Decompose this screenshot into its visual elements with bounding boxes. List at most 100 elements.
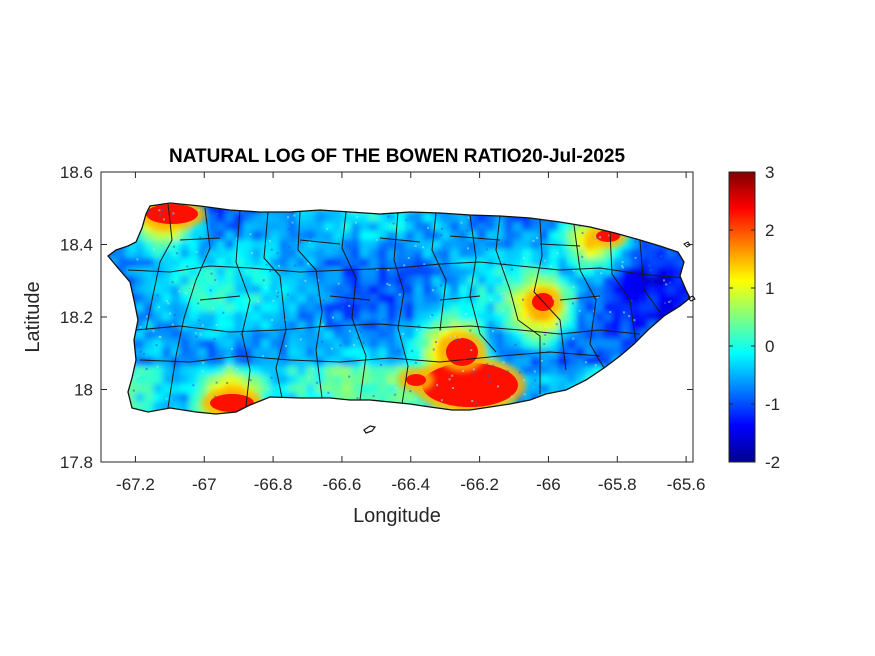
texture-speckle xyxy=(213,338,216,341)
texture-speckle xyxy=(194,332,197,335)
texture-speckle xyxy=(556,252,559,255)
texture-speckle xyxy=(572,337,575,340)
texture-speckle xyxy=(427,226,430,229)
texture-speckle xyxy=(392,222,395,225)
texture-speckle xyxy=(375,238,378,241)
texture-speckle xyxy=(195,335,198,338)
texture-speckle xyxy=(492,364,495,367)
colorbar-tick-label: 3 xyxy=(765,163,774,182)
texture-speckle xyxy=(619,337,622,340)
texture-speckle xyxy=(403,297,406,300)
texture-speckle xyxy=(276,252,279,255)
texture-speckle xyxy=(215,381,218,384)
texture-speckle xyxy=(423,263,426,266)
texture-speckle xyxy=(405,218,408,221)
texture-speckle xyxy=(596,295,599,298)
texture-speckle xyxy=(256,300,259,303)
texture-speckle xyxy=(528,369,531,372)
texture-speckle xyxy=(241,360,244,363)
texture-speckle xyxy=(288,246,291,249)
municipal-boundary-line xyxy=(135,323,641,335)
texture-speckle xyxy=(309,236,312,239)
texture-speckle xyxy=(215,323,218,326)
texture-speckle xyxy=(502,309,505,312)
texture-speckle xyxy=(199,236,202,239)
texture-speckle xyxy=(507,297,510,300)
texture-speckle xyxy=(415,328,418,331)
texture-speckle xyxy=(502,269,505,272)
texture-speckle xyxy=(191,285,194,288)
texture-speckle xyxy=(157,305,160,308)
texture-speckle xyxy=(138,383,141,386)
texture-speckle xyxy=(491,330,494,333)
texture-speckle xyxy=(139,350,142,353)
y-tick-label: 17.8 xyxy=(60,453,93,472)
texture-speckle xyxy=(249,379,252,382)
texture-speckle xyxy=(521,298,524,301)
texture-speckle xyxy=(357,337,360,340)
municipal-boundary-line xyxy=(297,211,323,399)
texture-speckle xyxy=(487,374,490,377)
texture-speckle xyxy=(330,347,333,350)
texture-speckle xyxy=(552,297,555,300)
texture-speckle xyxy=(287,227,290,230)
texture-speckle xyxy=(293,214,296,217)
texture-speckle xyxy=(596,237,599,240)
texture-speckle xyxy=(475,402,478,405)
texture-speckle xyxy=(201,324,204,327)
texture-speckle xyxy=(265,263,268,266)
texture-speckle xyxy=(572,269,575,272)
texture-speckle xyxy=(534,379,537,382)
texture-speckle xyxy=(206,219,209,222)
texture-speckle xyxy=(231,347,234,350)
texture-speckle xyxy=(662,279,665,282)
texture-speckle xyxy=(250,252,253,255)
texture-speckle xyxy=(169,312,172,315)
texture-speckle xyxy=(392,372,395,375)
texture-speckle xyxy=(275,290,278,293)
texture-speckle xyxy=(321,340,324,343)
municipal-boundary-line xyxy=(469,214,497,353)
texture-speckle xyxy=(198,319,201,322)
texture-speckle xyxy=(388,284,391,287)
texture-speckle xyxy=(488,381,491,384)
texture-speckle xyxy=(519,321,522,324)
texture-speckle xyxy=(518,371,521,374)
texture-speckle xyxy=(276,295,279,298)
y-tick-label: 18.4 xyxy=(60,236,93,255)
y-axis-label: Latitude xyxy=(22,281,44,352)
texture-speckle xyxy=(502,361,505,364)
texture-speckle xyxy=(522,256,525,259)
texture-speckle xyxy=(387,215,390,218)
texture-speckle xyxy=(485,248,488,251)
texture-speckle xyxy=(271,318,274,321)
texture-speckle xyxy=(532,239,535,242)
texture-speckle xyxy=(471,399,474,402)
texture-speckle xyxy=(380,255,383,258)
texture-speckle xyxy=(211,307,214,310)
texture-speckle xyxy=(209,289,212,292)
texture-speckle xyxy=(422,246,425,249)
x-tick-label: -65.8 xyxy=(598,475,637,494)
texture-speckle xyxy=(572,286,575,289)
texture-speckle xyxy=(179,354,182,357)
texture-speckle xyxy=(628,315,631,318)
municipal-boundary-line xyxy=(573,224,605,369)
texture-speckle xyxy=(352,344,355,347)
texture-speckle xyxy=(158,214,161,217)
texture-speckle xyxy=(222,311,225,314)
texture-speckle xyxy=(472,371,475,374)
y-tick-label: 18.6 xyxy=(60,163,93,182)
texture-speckle xyxy=(600,323,603,326)
texture-speckle xyxy=(648,264,651,267)
texture-speckle xyxy=(434,341,437,344)
texture-speckle xyxy=(434,287,437,290)
texture-speckle xyxy=(356,216,359,219)
texture-speckle xyxy=(373,294,376,297)
y-tick-label: 18 xyxy=(74,381,93,400)
texture-speckle xyxy=(630,299,633,302)
texture-speckle xyxy=(466,229,469,232)
texture-speckle xyxy=(633,319,636,322)
texture-speckle xyxy=(165,397,168,400)
texture-speckle xyxy=(265,286,268,289)
